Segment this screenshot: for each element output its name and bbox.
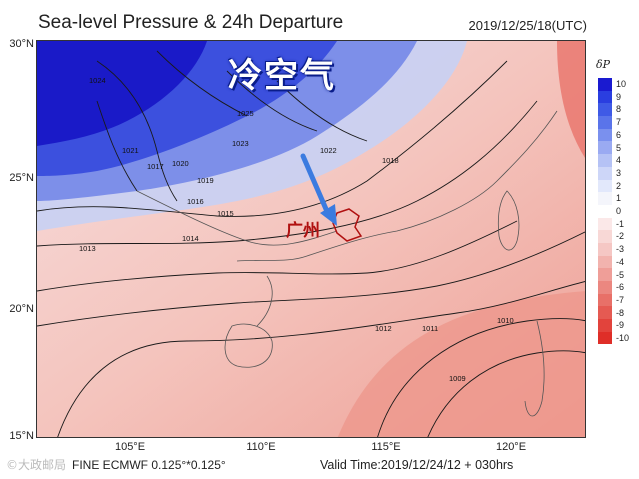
legend-swatch [598, 128, 612, 142]
legend-label: 2 [616, 180, 622, 191]
warm-sea-region [337, 291, 585, 437]
guangzhou-outline [332, 208, 363, 242]
lat-label-25: 25°N [9, 172, 34, 184]
lon-label-115: 115°E [371, 441, 401, 453]
isobar-value-labels: 1024 1025 1023 1022 1021 1020 1019 1018 … [79, 76, 514, 383]
legend-swatch [598, 293, 612, 307]
isobar-label-1013: 1013 [79, 244, 96, 253]
lon-label-110: 110°E [246, 441, 276, 453]
lon-label-105: 105°E [114, 441, 146, 453]
legend-label: -9 [616, 320, 625, 331]
legend-swatch [598, 166, 612, 180]
lat-label-30: 30°N [9, 38, 34, 50]
legend-swatch [598, 103, 612, 117]
isobar-label-1025: 1025 [237, 109, 254, 118]
isobar-label-1022: 1022 [320, 146, 337, 155]
guangzhou-label: 广州 [286, 221, 320, 241]
legend-label: 5 [616, 142, 622, 153]
isobar-label-1015: 1015 [217, 209, 234, 218]
legend-swatch [598, 230, 612, 243]
isobar-label-1010: 1010 [497, 316, 514, 325]
footer-model: ©大政邮局 FINE ECMWF 0.125°*0.125° [6, 456, 226, 473]
legend-label: 4 [616, 155, 622, 166]
isobar-label-1018: 1018 [382, 156, 399, 165]
legend-swatch [598, 281, 612, 294]
legend-label: -2 [616, 231, 625, 242]
legend-label: -7 [616, 294, 625, 305]
legend-swatch [598, 179, 612, 193]
departure-legend [598, 78, 612, 345]
legend-label: -3 [616, 244, 625, 255]
legend-swatch [598, 306, 612, 320]
legend-label: -1 [616, 218, 625, 229]
legend-label: 3 [616, 167, 622, 178]
isobar-label-1016: 1016 [187, 197, 204, 206]
isobar-label-1020: 1020 [172, 159, 189, 168]
legend-label: -8 [616, 307, 625, 318]
watermark: ©大政邮局 [6, 458, 67, 472]
chart-title: Sea-level Pressure & 24h Departure [38, 12, 344, 33]
legend-title: δP [596, 58, 611, 71]
legend-label: -4 [616, 256, 625, 267]
isobar-label-1011: 1011 [422, 324, 438, 333]
warm-northeast-region [557, 41, 585, 158]
isobar-label-1009: 1009 [449, 374, 466, 383]
legend-label: 8 [616, 104, 622, 115]
legend-label: 1 [616, 193, 622, 204]
lon-label-120: 120°E [495, 441, 527, 453]
cold-air-label: 冷空气 [228, 56, 336, 96]
legend-swatch [598, 331, 612, 345]
legend-swatch [598, 154, 612, 167]
legend-swatch [598, 192, 612, 205]
lat-label-15: 15°N [9, 430, 34, 442]
lat-label-20: 20°N [9, 303, 34, 315]
core-cold-departure-region [37, 41, 207, 146]
legend-swatch [598, 141, 612, 155]
isobar-label-1023: 1023 [232, 139, 249, 148]
legend-swatch [598, 242, 612, 256]
isobar-lines [37, 50, 585, 437]
legend-label: -10 [616, 333, 630, 343]
legend-swatch [598, 204, 612, 218]
legend-label: -6 [616, 282, 625, 293]
legend-swatch [598, 78, 612, 91]
legend-label: 9 [616, 91, 622, 102]
valid-time: Valid Time:2019/12/24/12 + 030hrs [320, 458, 514, 472]
legend-label: 0 [616, 206, 622, 216]
legend-label: 6 [616, 129, 622, 140]
datetime-label: 2019/12/25/18(UTC) [468, 18, 587, 33]
model-label: FINE ECMWF 0.125°*0.125° [72, 458, 226, 472]
isobar-label-1019: 1019 [197, 176, 214, 185]
pressure-map-svg: 1024 1025 1023 1022 1021 1020 1019 1018 … [37, 41, 585, 437]
legend-label: -5 [616, 269, 625, 280]
legend-swatch [598, 217, 612, 231]
legend-swatch [598, 90, 612, 104]
legend-swatch [598, 268, 612, 281]
legend-label: 7 [616, 117, 622, 128]
isobar-label-1024: 1024 [89, 76, 106, 85]
isobar-label-1017: 1017 [147, 162, 164, 171]
pressure-map: 1024 1025 1023 1022 1021 1020 1019 1018 … [36, 40, 586, 438]
legend-swatch [598, 255, 612, 269]
cold-air-arrow [300, 153, 337, 226]
legend-swatch [598, 319, 612, 332]
isobar-label-1021: 1021 [122, 146, 139, 155]
isobar-label-1012: 1012 [375, 324, 392, 333]
coastline [136, 110, 558, 417]
isobar-label-1014: 1014 [182, 234, 199, 243]
legend-label: 10 [616, 79, 627, 89]
legend-swatch [598, 116, 612, 129]
